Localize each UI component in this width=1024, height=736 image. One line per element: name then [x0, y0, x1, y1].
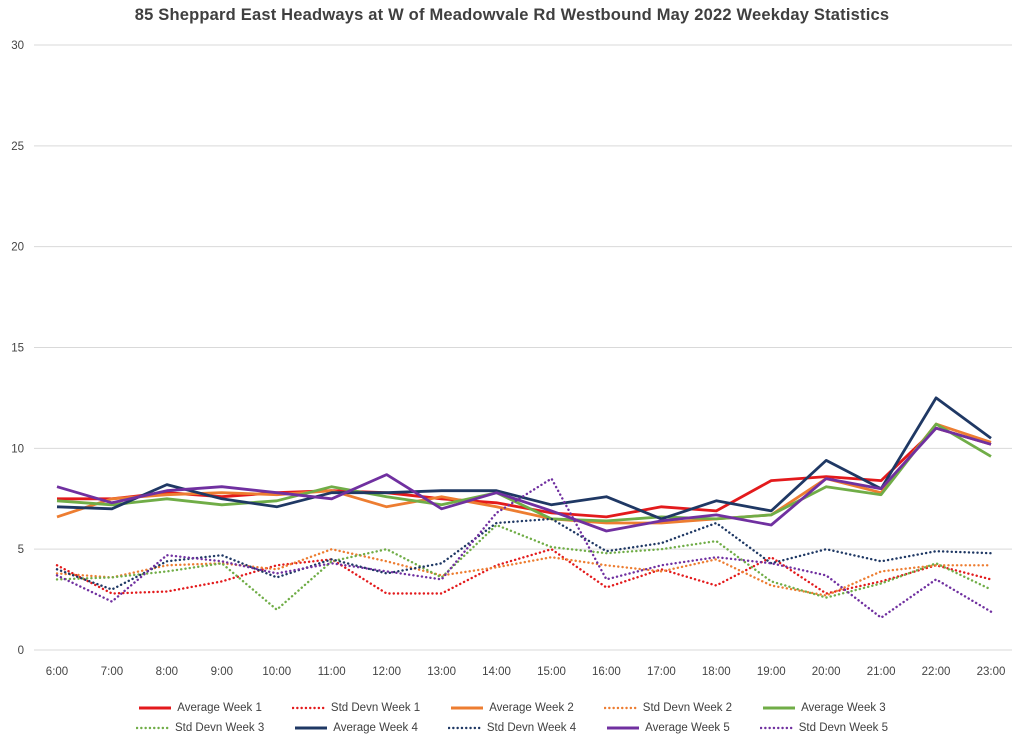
x-axis-tick-1900: 19:00	[757, 666, 786, 678]
chart-legend: Average Week 1 Std Devn Week 1 Average Wee…	[0, 702, 1024, 734]
legend-key-std-devn-week-4	[447, 726, 482, 730]
x-axis-tick-1400: 14:00	[482, 666, 511, 678]
legend-row-1: Average Week 1 Std Devn Week 1 Average Wee…	[138, 702, 886, 714]
series-line-std-devn-week-2	[55, 548, 993, 597]
legend-label-average-week-1: Average Week 1	[177, 702, 262, 714]
chart-title: 85 Sheppard East Headways at W of Meadow…	[134, 6, 890, 24]
legend-item-std-devn-week-4: Std Devn Week 4	[447, 722, 577, 734]
y-axis-tick-15: 15	[11, 343, 24, 355]
series-line-average-week-5	[56, 426, 992, 533]
y-axis-tick-25: 25	[11, 141, 24, 153]
legend-item-average-week-4: Average Week 4	[294, 722, 418, 734]
x-axis-tick-2100: 21:00	[867, 666, 896, 678]
legend-item-std-devn-week-5: Std Devn Week 5	[759, 722, 889, 734]
y-axis-tick-30: 30	[11, 40, 24, 52]
legend-label-average-week-4: Average Week 4	[333, 722, 418, 734]
series-line-std-devn-week-1	[55, 548, 993, 595]
y-axis-tick-0: 0	[18, 645, 24, 657]
x-axis-tick-2200: 22:00	[922, 666, 951, 678]
legend-key-average-week-5	[607, 726, 640, 730]
legend-item-std-devn-week-3: Std Devn Week 3	[135, 722, 265, 734]
y-axis-tick-5: 5	[18, 544, 24, 556]
legend-key-average-week-3	[763, 706, 796, 710]
series-line-average-week-4	[56, 396, 992, 521]
x-axis-tick-2000: 20:00	[812, 666, 841, 678]
x-axis-tick-1000: 10:00	[262, 666, 291, 678]
legend-key-std-devn-week-3	[135, 726, 170, 730]
x-axis-tick-2300: 23:00	[977, 666, 1006, 678]
x-axis-tick-800: 8:00	[156, 666, 178, 678]
y-axis-tick-20: 20	[11, 242, 24, 254]
x-axis-tick-600: 6:00	[46, 666, 68, 678]
legend-item-std-devn-week-1: Std Devn Week 1	[291, 702, 421, 714]
x-axis-tick-900: 9:00	[211, 666, 233, 678]
y-axis-tick-10: 10	[11, 443, 24, 455]
legend-item-average-week-2: Average Week 2	[450, 702, 574, 714]
series-line-std-devn-week-4	[55, 517, 993, 591]
x-axis-tick-1500: 15:00	[537, 666, 566, 678]
legend-key-average-week-2	[451, 706, 484, 710]
legend-label-average-week-5: Average Week 5	[645, 722, 730, 734]
legend-key-average-week-1	[139, 706, 172, 710]
legend-key-std-devn-week-5	[759, 726, 794, 730]
legend-label-std-devn-week-4: Std Devn Week 4	[486, 722, 577, 734]
legend-item-std-devn-week-2: Std Devn Week 2	[603, 702, 733, 714]
legend-item-average-week-3: Average Week 3	[762, 702, 886, 714]
legend-label-average-week-3: Average Week 3	[801, 702, 886, 714]
legend-item-average-week-5: Average Week 5	[606, 722, 730, 734]
x-axis-tick-1600: 16:00	[592, 666, 621, 678]
x-axis-tick-1700: 17:00	[647, 666, 676, 678]
legend-item-average-week-1: Average Week 1	[138, 702, 262, 714]
legend-key-std-devn-week-1	[291, 706, 326, 710]
legend-row-2: Std Devn Week 3 Average Week 4 Std Devn We…	[135, 722, 889, 734]
legend-label-std-devn-week-5: Std Devn Week 5	[798, 722, 889, 734]
x-axis-tick-1300: 13:00	[427, 666, 456, 678]
x-axis-tick-1100: 11:00	[318, 666, 346, 678]
legend-key-average-week-4	[295, 726, 328, 730]
series-line-std-devn-week-3	[55, 523, 993, 611]
legend-label-average-week-2: Average Week 2	[489, 702, 574, 714]
legend-label-std-devn-week-2: Std Devn Week 2	[642, 702, 733, 714]
legend-key-std-devn-week-2	[603, 706, 638, 710]
legend-label-std-devn-week-1: Std Devn Week 1	[330, 702, 421, 714]
x-axis-tick-700: 7:00	[101, 666, 123, 678]
series-line-std-devn-week-5	[55, 477, 993, 619]
x-axis-tick-1200: 12:00	[372, 666, 401, 678]
series-line-average-week-3	[56, 422, 992, 523]
legend-label-std-devn-week-3: Std Devn Week 3	[174, 722, 265, 734]
x-axis-tick-1800: 18:00	[702, 666, 731, 678]
